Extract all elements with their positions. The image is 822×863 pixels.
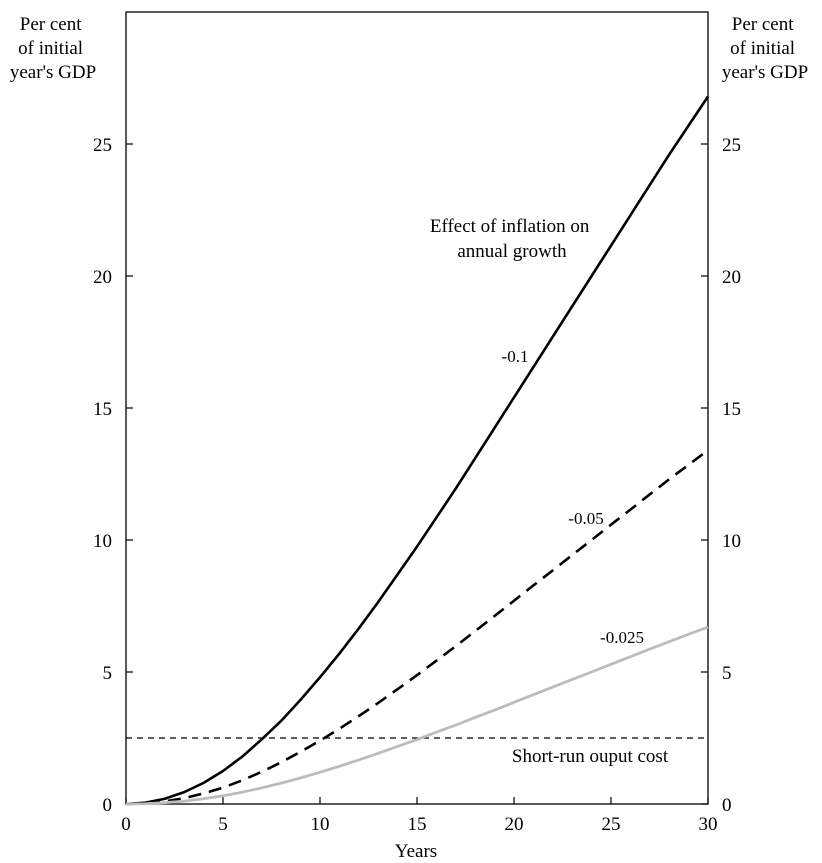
series-label-0-025: -0.025	[600, 628, 644, 647]
legend-title-line: Effect of inflation on	[430, 216, 590, 237]
series-line-2	[125, 625, 709, 806]
y-tick-label-left: 25	[93, 135, 112, 156]
right-axis-title-line: of initial	[730, 38, 795, 59]
x-tick-label: 0	[121, 814, 131, 835]
x-tick-label: 5	[218, 814, 228, 835]
series-line-1	[125, 449, 709, 806]
y-tick-label-right: 0	[722, 795, 732, 816]
x-tick-label: 25	[602, 814, 621, 835]
plot-frame	[125, 11, 709, 805]
series-label-0-1: -0.1	[502, 347, 529, 366]
y-tick-label-right: 20	[722, 267, 741, 288]
left-axis-title-line: year's GDP	[10, 62, 96, 83]
right-axis-title-line: Per cent	[732, 14, 794, 35]
right-axis-title: Per cent of initial year's GDP	[722, 14, 808, 83]
x-tick-label: 10	[311, 814, 330, 835]
y-tick-label-right: 10	[722, 531, 741, 552]
x-axis-title: Years	[395, 841, 437, 862]
legend-title-line: annual growth	[457, 241, 567, 262]
y-tick-label-left: 10	[93, 531, 112, 552]
y-tick-label-left: 20	[93, 267, 112, 288]
y-tick-label-left: 5	[103, 663, 113, 684]
x-tick-label: 20	[505, 814, 524, 835]
x-tick-label: 30	[699, 814, 718, 835]
left-axis-title-line: Per cent	[20, 14, 82, 35]
y-ticks: 0 0 5 5 10 10 15 15 20 20 25 25	[93, 135, 741, 816]
series-label-0-05: -0.05	[568, 509, 603, 528]
right-axis-title-line: year's GDP	[722, 62, 808, 83]
x-ticks: 0 5 10 15 20 25 30	[121, 797, 718, 835]
y-tick-label-right: 15	[722, 399, 741, 420]
y-tick-label-left: 0	[103, 795, 113, 816]
y-tick-label-right: 25	[722, 135, 741, 156]
short-run-cost-label: Short-run ouput cost	[512, 746, 669, 767]
series-group	[125, 95, 710, 806]
left-axis-title-line: of initial	[18, 38, 83, 59]
y-tick-label-left: 15	[93, 399, 112, 420]
series-line-0	[125, 95, 710, 806]
left-axis-title: Per cent of initial year's GDP	[10, 14, 96, 83]
x-tick-label: 15	[408, 814, 427, 835]
y-tick-label-right: 5	[722, 663, 732, 684]
legend-title: Effect of inflation on annual growth	[430, 216, 594, 262]
